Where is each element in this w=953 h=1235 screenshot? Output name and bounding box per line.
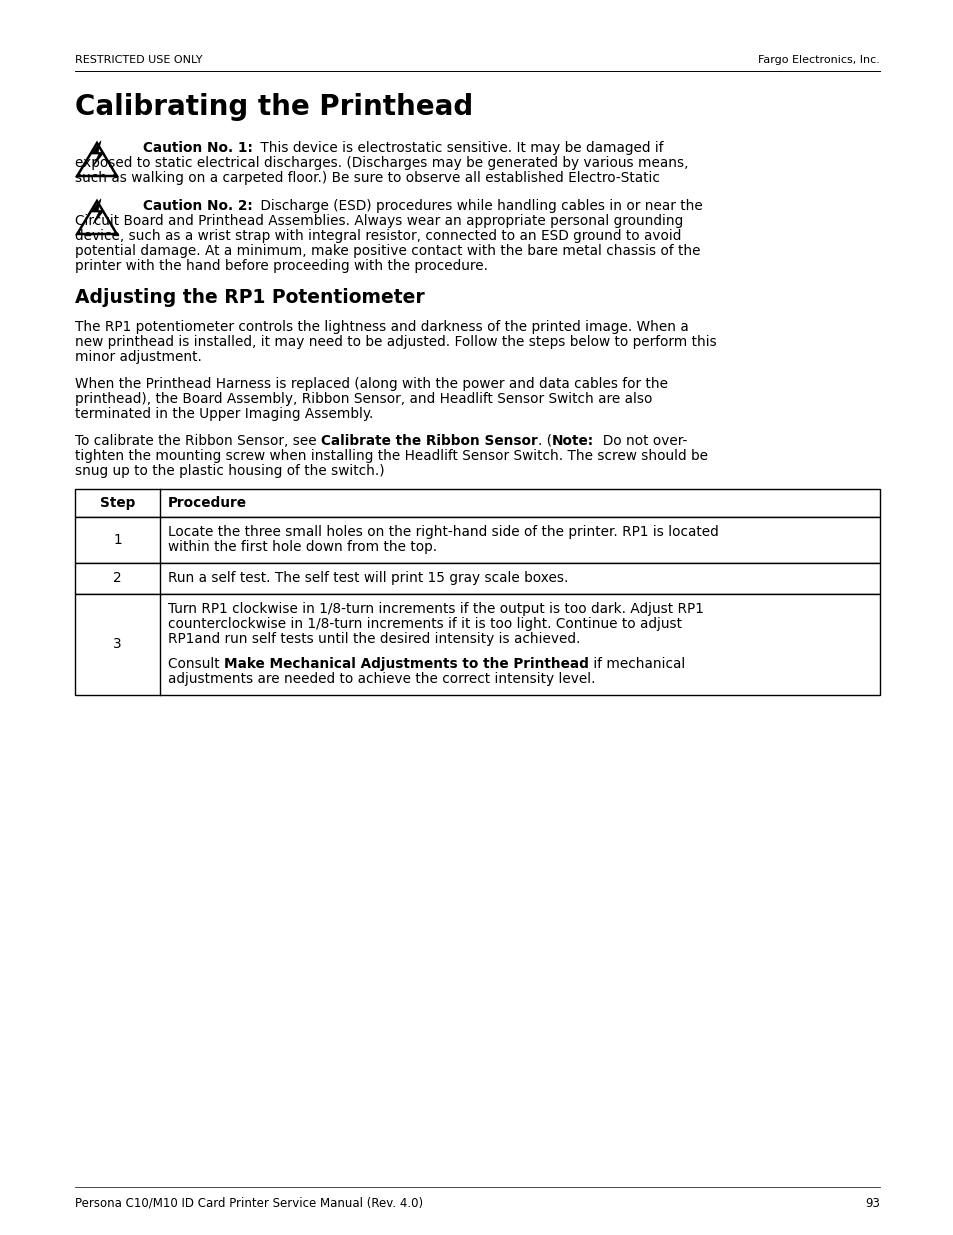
- Text: Procedure: Procedure: [168, 496, 247, 510]
- Text: Note:: Note:: [551, 433, 594, 448]
- Text: Persona C10/M10 ID Card Printer Service Manual (Rev. 4.0): Persona C10/M10 ID Card Printer Service …: [75, 1197, 423, 1210]
- Text: Calibrating the Printhead: Calibrating the Printhead: [75, 93, 473, 121]
- Text: tighten the mounting screw when installing the Headlift Sensor Switch. The screw: tighten the mounting screw when installi…: [75, 450, 707, 463]
- Text: counterclockwise in 1/8-turn increments if it is too light. Continue to adjust: counterclockwise in 1/8-turn increments …: [168, 618, 681, 631]
- Bar: [75, 563, 879, 594]
- Text: Calibrate the Ribbon Sensor: Calibrate the Ribbon Sensor: [320, 433, 537, 448]
- Text: potential damage. At a minimum, make positive contact with the bare metal chassi: potential damage. At a minimum, make pos…: [75, 245, 700, 258]
- Text: When the Printhead Harness is replaced (along with the power and data cables for: When the Printhead Harness is replaced (…: [75, 377, 667, 391]
- Text: printhead), the Board Assembly, Ribbon Sensor, and Headlift Sensor Switch are al: printhead), the Board Assembly, Ribbon S…: [75, 391, 652, 406]
- Polygon shape: [91, 199, 104, 224]
- Text: if mechanical: if mechanical: [588, 657, 684, 671]
- Text: Discharge (ESD) procedures while handling cables in or near the: Discharge (ESD) procedures while handlin…: [255, 199, 701, 212]
- Text: 1: 1: [113, 534, 122, 547]
- Text: minor adjustment.: minor adjustment.: [75, 350, 202, 364]
- Text: Do not over-: Do not over-: [594, 433, 686, 448]
- Text: Circuit Board and Printhead Assemblies. Always wear an appropriate personal grou: Circuit Board and Printhead Assemblies. …: [75, 214, 682, 228]
- Text: such as walking on a carpeted floor.) Be sure to observe all established Electro: such as walking on a carpeted floor.) Be…: [75, 170, 659, 185]
- Text: Make Mechanical Adjustments to the Printhead: Make Mechanical Adjustments to the Print…: [224, 657, 588, 671]
- Text: snug up to the plastic housing of the switch.): snug up to the plastic housing of the sw…: [75, 464, 384, 478]
- Polygon shape: [91, 141, 104, 165]
- Text: new printhead is installed, it may need to be adjusted. Follow the steps below t: new printhead is installed, it may need …: [75, 335, 716, 350]
- Text: Caution No. 1:: Caution No. 1:: [143, 141, 253, 156]
- Text: 93: 93: [864, 1197, 879, 1210]
- Text: Consult: Consult: [168, 657, 224, 671]
- Text: within the first hole down from the top.: within the first hole down from the top.: [168, 540, 436, 555]
- Text: Fargo Electronics, Inc.: Fargo Electronics, Inc.: [758, 56, 879, 65]
- Text: Turn RP1 clockwise in 1/8-turn increments if the output is too dark. Adjust RP1: Turn RP1 clockwise in 1/8-turn increment…: [168, 601, 703, 616]
- Text: printer with the hand before proceeding with the procedure.: printer with the hand before proceeding …: [75, 259, 488, 273]
- Text: Step: Step: [100, 496, 135, 510]
- Text: adjustments are needed to achieve the correct intensity level.: adjustments are needed to achieve the co…: [168, 672, 595, 685]
- Text: This device is electrostatic sensitive. It may be damaged if: This device is electrostatic sensitive. …: [255, 141, 662, 156]
- Bar: [75, 517, 879, 563]
- Text: Run a self test. The self test will print 15 gray scale boxes.: Run a self test. The self test will prin…: [168, 571, 568, 585]
- Text: 3: 3: [113, 637, 122, 652]
- Text: Caution No. 2:: Caution No. 2:: [143, 199, 253, 212]
- Text: The RP1 potentiometer controls the lightness and darkness of the printed image. : The RP1 potentiometer controls the light…: [75, 320, 688, 333]
- Text: Adjusting the RP1 Potentiometer: Adjusting the RP1 Potentiometer: [75, 288, 424, 308]
- Text: RESTRICTED USE ONLY: RESTRICTED USE ONLY: [75, 56, 202, 65]
- Text: Locate the three small holes on the right-hand side of the printer. RP1 is locat: Locate the three small holes on the righ…: [168, 525, 718, 538]
- Text: terminated in the Upper Imaging Assembly.: terminated in the Upper Imaging Assembly…: [75, 408, 373, 421]
- Bar: [75, 489, 879, 517]
- Text: RP1and run self tests until the desired intensity is achieved.: RP1and run self tests until the desired …: [168, 632, 579, 646]
- Text: To calibrate the Ribbon Sensor, see: To calibrate the Ribbon Sensor, see: [75, 433, 320, 448]
- Text: 2: 2: [113, 572, 122, 585]
- Bar: [75, 594, 879, 695]
- Text: . (: . (: [537, 433, 551, 448]
- Text: exposed to static electrical discharges. (Discharges may be generated by various: exposed to static electrical discharges.…: [75, 156, 688, 170]
- Text: device, such as a wrist strap with integral resistor, connected to an ESD ground: device, such as a wrist strap with integ…: [75, 228, 680, 243]
